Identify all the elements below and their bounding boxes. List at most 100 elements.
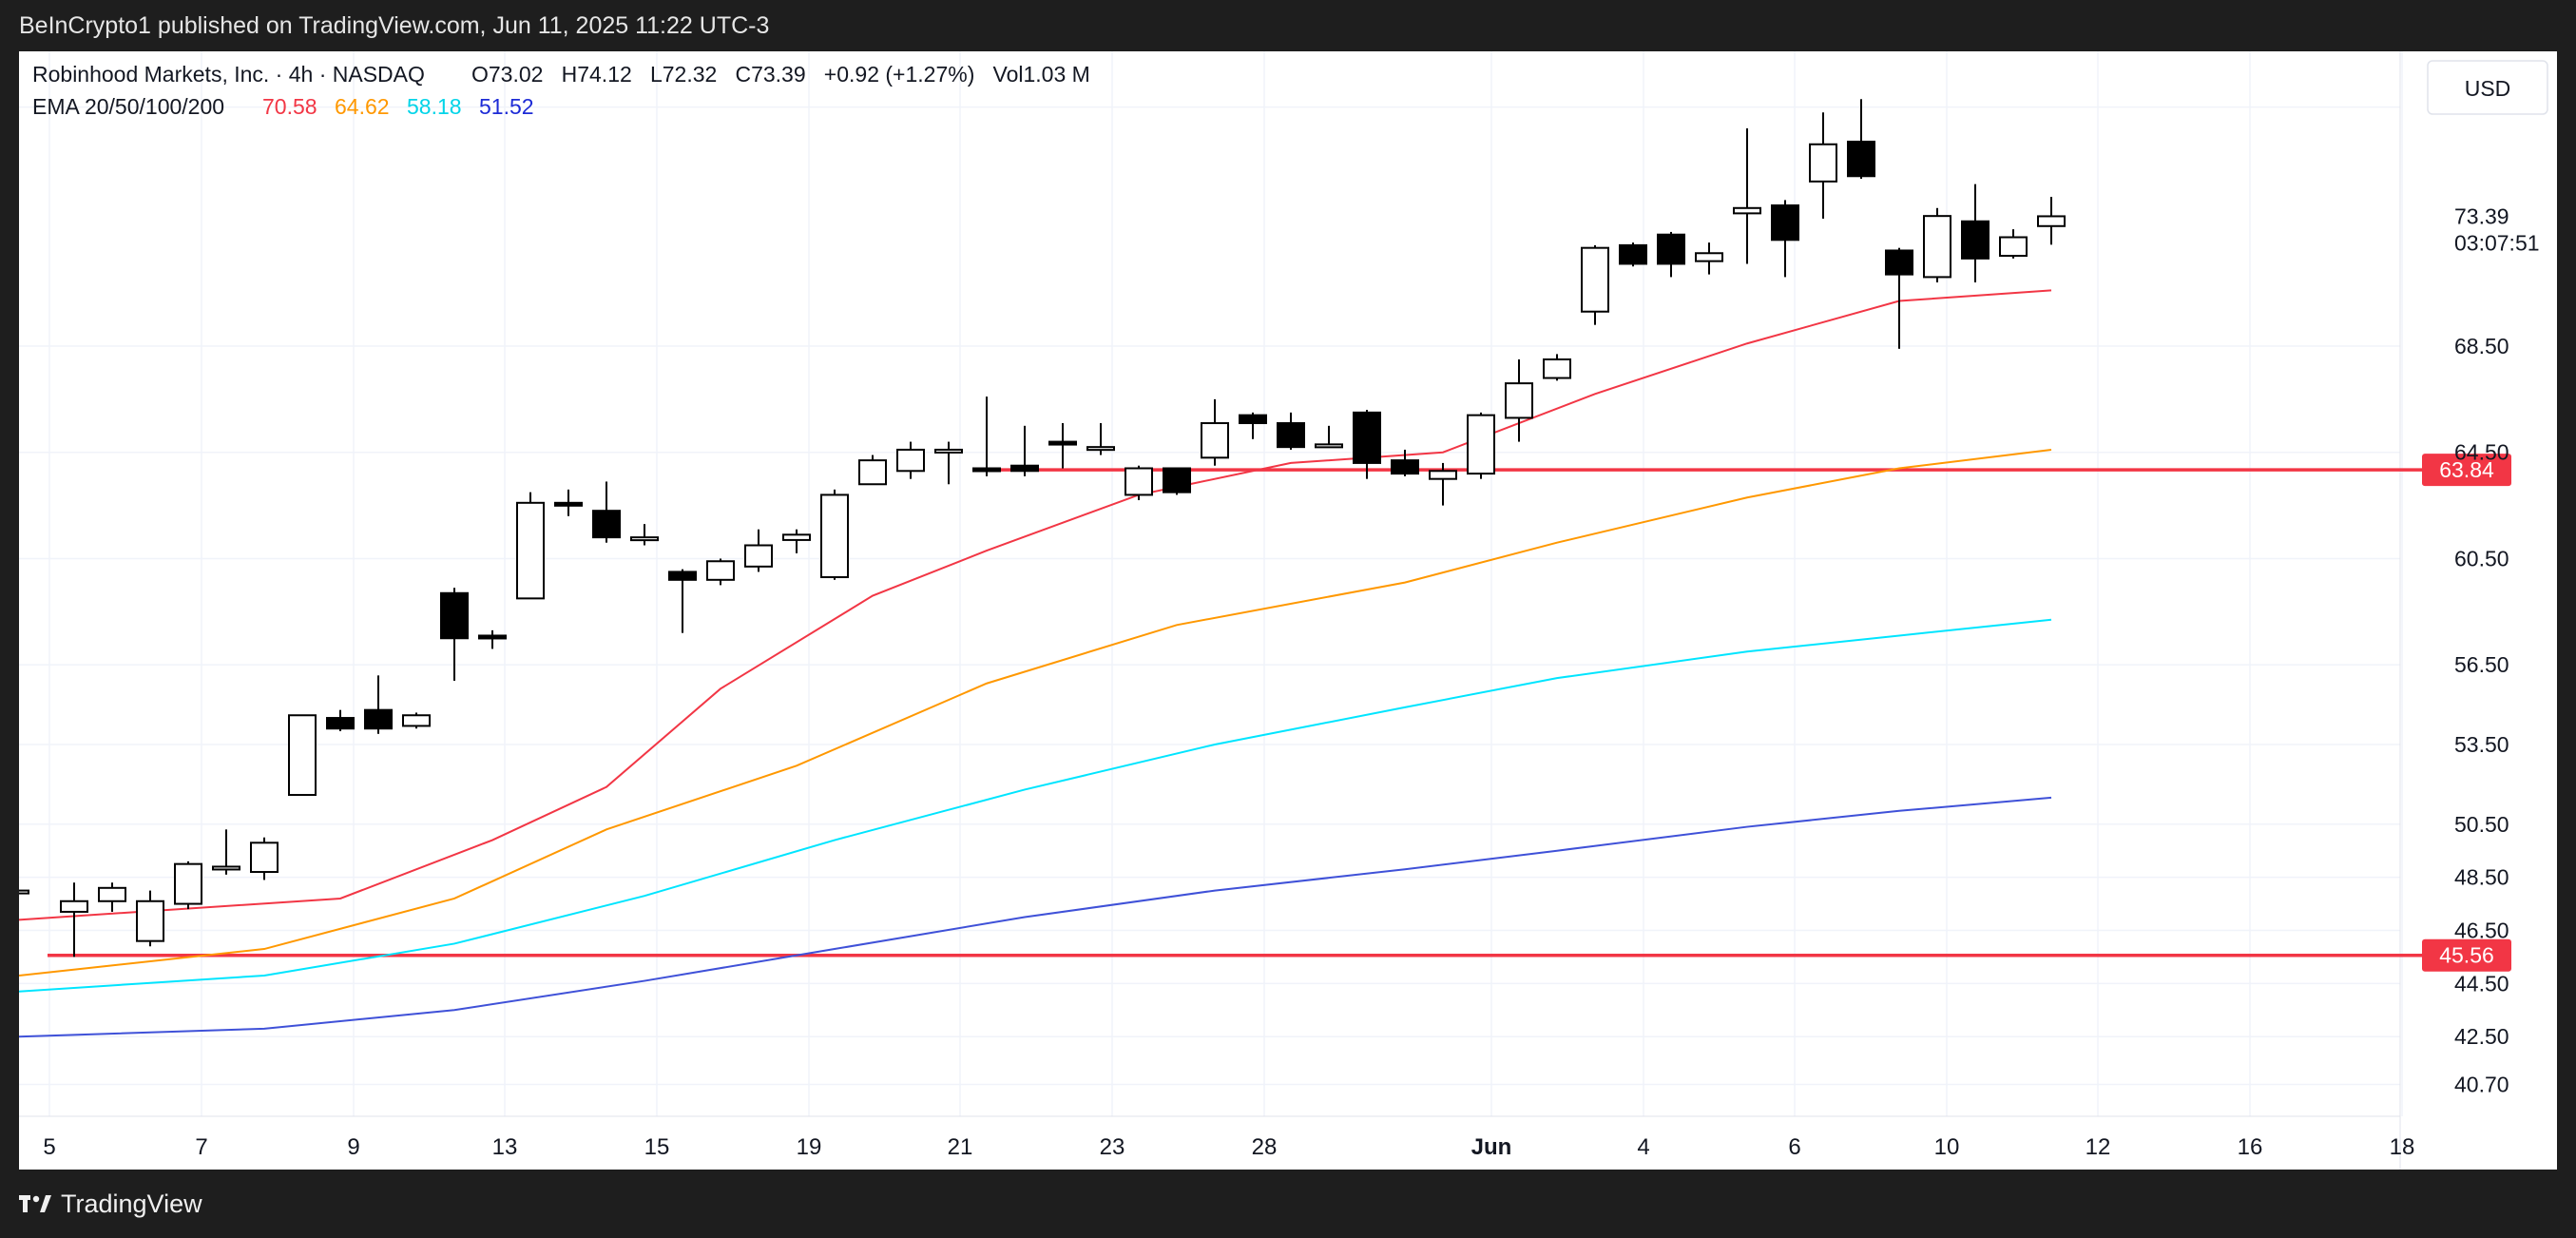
candle-body [1467, 414, 1495, 475]
level-price-tag [2422, 454, 2511, 487]
candle [896, 441, 925, 479]
candle-body [1201, 422, 1229, 459]
candle-body [1505, 382, 1533, 419]
candle [136, 890, 164, 947]
time-tick-label: 21 [948, 1134, 973, 1160]
time-tick-label: 9 [347, 1134, 359, 1160]
time-tick-label: 13 [492, 1134, 518, 1160]
price-axis[interactable]: 77.5073.3903:07:5168.5064.5060.5056.5053… [2454, 95, 2540, 1097]
candle-body [934, 448, 963, 454]
ema-line-4 [18, 796, 2052, 1038]
candle-body [478, 634, 507, 640]
candle [326, 709, 355, 732]
candle-body [98, 886, 126, 902]
time-tick-label: 5 [43, 1134, 55, 1160]
candle-body [1010, 464, 1039, 473]
candle-body [858, 459, 887, 486]
candle-body [668, 571, 697, 581]
candle-body [402, 714, 431, 727]
legend: Robinhood Markets, Inc. · 4h · NASDAQ O7… [32, 62, 1090, 119]
candle [1353, 410, 1381, 479]
time-tick-label: 12 [2086, 1134, 2111, 1160]
candle-body [516, 501, 545, 600]
horizontal-levels[interactable]: 63.84 45.56 [48, 454, 2511, 972]
candle-body [1125, 467, 1153, 496]
candle-body [1809, 143, 1837, 183]
candle-body [1543, 358, 1571, 379]
candle [858, 455, 887, 486]
candle-body [1619, 243, 1647, 265]
candle [1239, 412, 1267, 439]
tradingview-logo-icon[interactable] [19, 1193, 53, 1214]
candle-body [212, 865, 240, 871]
candle [782, 529, 811, 553]
candle [1695, 242, 1723, 275]
candle-body [1581, 246, 1609, 313]
candle-body [820, 493, 849, 579]
candle [364, 675, 393, 734]
time-tick-label: 7 [195, 1134, 207, 1160]
candle [744, 529, 773, 572]
candle-body [630, 536, 659, 542]
candle-body [1961, 220, 1990, 260]
legend-ema-50-value: 64.62 [335, 94, 390, 119]
price-tick-label: 48.50 [2454, 865, 2509, 890]
time-tick-label: 15 [644, 1134, 670, 1160]
time-tick-label: 16 [2238, 1134, 2263, 1160]
candle [440, 588, 469, 681]
candle [1999, 229, 2028, 259]
published-header: BeInCrypto1 published on TradingView.com… [0, 0, 2576, 51]
candle-body [1, 889, 29, 895]
brand-name[interactable]: TradingView [61, 1189, 202, 1218]
candle-body [326, 717, 355, 730]
footer-bar: TradingView [0, 1170, 2576, 1238]
candle [1961, 184, 1990, 282]
candle [934, 441, 963, 485]
time-tick-label: 28 [1252, 1134, 1278, 1160]
candle-body [782, 533, 811, 541]
candle-body [1163, 467, 1191, 493]
candle-body [1885, 249, 1913, 276]
legend-ema-20-value: 70.58 [262, 94, 317, 119]
candle [60, 882, 88, 958]
candle [1429, 462, 1457, 506]
candle-body [60, 899, 88, 913]
candle-body [896, 448, 925, 473]
legend-ohlc: O73.02 H74.12 L72.32 C73.39 +0.92 (+1.27… [471, 62, 1090, 87]
time-tick-label: 19 [797, 1134, 822, 1160]
candle [174, 861, 202, 910]
currency-button[interactable]: USD [2427, 60, 2548, 115]
candle [1847, 99, 1875, 180]
candle [972, 397, 1001, 476]
candle-body [364, 708, 393, 730]
candle-body [1315, 443, 1343, 449]
legend-symbol[interactable]: Robinhood Markets, Inc. · 4h · NASDAQ [32, 62, 425, 87]
candle [1657, 231, 1685, 278]
time-axis[interactable]: 5 7 9 13 15 19 21 23 28 Jun 4 6 10 12 16 18 [43, 1134, 2414, 1160]
candle-body [1657, 233, 1685, 265]
legend-ema-label[interactable]: EMA 20/50/100/200 [32, 94, 224, 119]
ema-line-1 [18, 289, 2052, 921]
candle-body [1086, 446, 1115, 452]
candle-body [1733, 206, 1761, 215]
candle [1086, 423, 1115, 455]
price-tick-label: 53.50 [2454, 732, 2509, 757]
candle [630, 524, 659, 546]
candle [820, 489, 849, 580]
price-tick-label: 44.50 [2454, 971, 2509, 996]
time-tick-label: 10 [1934, 1134, 1960, 1160]
ema-line-2 [18, 448, 2052, 977]
price-tick-label: 68.50 [2454, 334, 2509, 358]
candle-body [1239, 414, 1267, 425]
price-tick-label: 46.50 [2454, 918, 2509, 942]
candle [1010, 425, 1039, 476]
candle [478, 629, 507, 649]
candle [1733, 127, 1761, 264]
candle [1277, 412, 1305, 450]
candle-body [1771, 203, 1799, 242]
candle-body [2037, 215, 2066, 227]
ema-lines [18, 289, 2052, 1038]
price-tick-label: 64.50 [2454, 440, 2509, 465]
